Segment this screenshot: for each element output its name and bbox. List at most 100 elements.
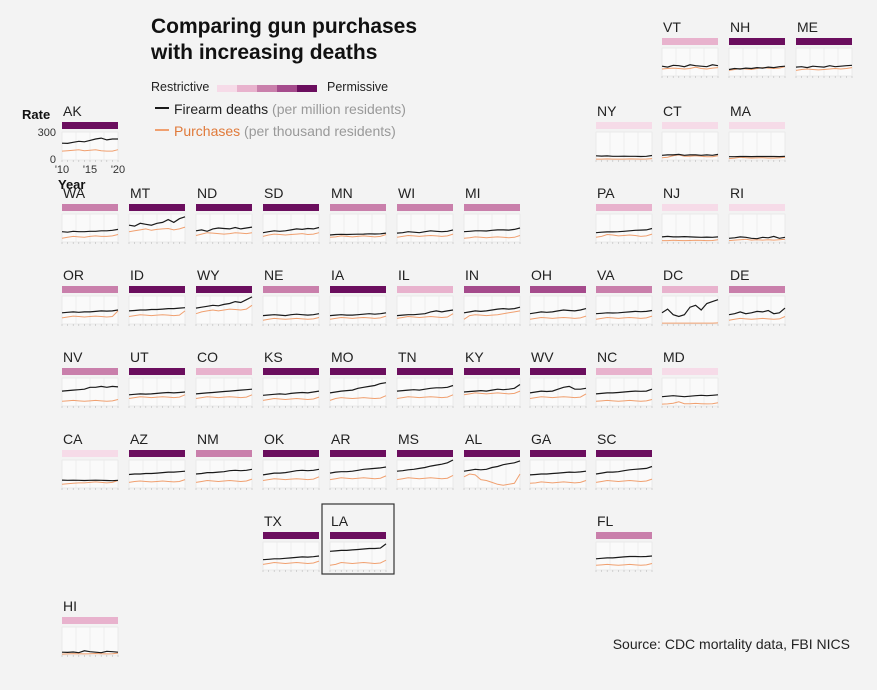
state-tile-nd[interactable]: ND xyxy=(195,185,253,244)
deaths-line xyxy=(329,382,387,394)
state-tile-me[interactable]: ME xyxy=(795,19,853,78)
purchases-line xyxy=(61,234,119,239)
state-tile-ky[interactable]: KY xyxy=(463,349,521,408)
state-tile-mo[interactable]: MO xyxy=(329,349,387,408)
x-tick-label: '20 xyxy=(111,164,125,176)
purchases-line xyxy=(795,67,853,71)
state-tile-nm[interactable]: NM xyxy=(195,431,253,490)
legend-permissive-label: Permissive xyxy=(327,80,389,94)
state-tile-hi[interactable]: HI xyxy=(61,598,119,657)
legend-restrictive-label: Restrictive xyxy=(151,80,210,94)
restrictiveness-bar xyxy=(596,122,652,129)
state-tile-wy[interactable]: WY xyxy=(195,267,253,326)
state-tile-tn[interactable]: TN xyxy=(396,349,454,408)
state-tile-va[interactable]: VA xyxy=(595,267,653,326)
purchases-line xyxy=(396,233,454,238)
restrictiveness-bar xyxy=(129,204,185,211)
state-label: TX xyxy=(264,513,283,529)
state-tile-ak[interactable]: AK Rate 300 0'10 '15 '20 Year xyxy=(22,103,125,192)
state-label: FL xyxy=(597,513,614,529)
state-tile-id[interactable]: ID xyxy=(128,267,186,326)
state-tile-ny[interactable]: NY xyxy=(595,103,653,162)
state-tile-ut[interactable]: UT xyxy=(128,349,186,408)
legend-deaths-label: Firearm deaths xyxy=(174,101,269,117)
restrictiveness-bar xyxy=(330,204,386,211)
state-tile-ma[interactable]: MA xyxy=(728,103,786,162)
state-tile-ia[interactable]: IA xyxy=(329,267,387,326)
deaths-line xyxy=(463,384,521,393)
state-tile-mn[interactable]: MN xyxy=(329,185,387,244)
state-label: NH xyxy=(730,19,750,35)
state-tile-il[interactable]: IL xyxy=(396,267,454,326)
purchases-line xyxy=(595,563,653,566)
purchases-line xyxy=(463,390,521,396)
deaths-line xyxy=(128,307,186,312)
state-label: CT xyxy=(663,103,682,119)
state-tile-ar[interactable]: AR xyxy=(329,431,387,490)
purchases-line xyxy=(661,401,719,405)
restrictiveness-bar xyxy=(62,122,118,129)
state-tile-dc[interactable]: DC xyxy=(661,267,719,326)
state-label: NJ xyxy=(663,185,680,201)
state-label: KS xyxy=(264,349,283,365)
state-tile-ri[interactable]: RI xyxy=(728,185,786,244)
state-tile-tx[interactable]: TX xyxy=(262,513,320,572)
deaths-line xyxy=(595,465,653,475)
state-tile-nh[interactable]: NH xyxy=(728,19,786,78)
restrictiveness-bar xyxy=(196,368,252,375)
state-tile-nj[interactable]: NJ xyxy=(661,185,719,244)
state-tile-wi[interactable]: WI xyxy=(396,185,454,244)
state-tile-la[interactable]: LA xyxy=(321,503,395,575)
deaths-line xyxy=(262,226,320,234)
state-label: WA xyxy=(63,185,86,201)
state-tile-in[interactable]: IN xyxy=(463,267,521,326)
state-tile-ks[interactable]: KS xyxy=(262,349,320,408)
state-tile-az[interactable]: AZ xyxy=(128,431,186,490)
state-tile-ga[interactable]: GA xyxy=(529,431,587,490)
restrictiveness-bar xyxy=(397,450,453,457)
state-label: AK xyxy=(63,103,82,119)
state-tile-oh[interactable]: OH xyxy=(529,267,587,326)
restrictiveness-bar xyxy=(596,450,652,457)
restrictiveness-bar xyxy=(129,450,185,457)
state-label: ID xyxy=(130,267,144,283)
restrictiveness-bar xyxy=(330,532,386,539)
purchases-line xyxy=(529,480,587,484)
restrictiveness-bar xyxy=(596,286,652,293)
purchases-line xyxy=(262,317,320,321)
state-tile-or[interactable]: OR xyxy=(61,267,119,326)
y-axis-title: Rate xyxy=(22,107,50,122)
state-tile-ca[interactable]: CA xyxy=(61,431,119,490)
state-tile-co[interactable]: CO xyxy=(195,349,253,408)
y-tick-label: 300 xyxy=(38,127,56,139)
deaths-line xyxy=(396,384,454,392)
state-tile-al[interactable]: AL xyxy=(463,431,521,490)
state-label: MO xyxy=(331,349,354,365)
state-tile-mi[interactable]: MI xyxy=(463,185,521,244)
state-tile-md[interactable]: MD xyxy=(661,349,719,408)
state-tile-pa[interactable]: PA xyxy=(595,185,653,244)
state-tile-vt[interactable]: VT xyxy=(661,19,719,78)
state-label: WY xyxy=(197,267,220,283)
state-tile-mt[interactable]: MT xyxy=(128,185,186,244)
state-tile-wv[interactable]: WV xyxy=(529,349,587,408)
state-label: MI xyxy=(465,185,481,201)
deaths-line xyxy=(195,468,253,475)
state-tile-ne[interactable]: NE xyxy=(262,267,320,326)
state-tile-nc[interactable]: NC xyxy=(595,349,653,408)
purchases-line xyxy=(262,396,320,401)
state-label: VT xyxy=(663,19,681,35)
state-tile-nv[interactable]: NV xyxy=(61,349,119,408)
state-tile-wa[interactable]: WA xyxy=(61,185,119,244)
state-tile-ok[interactable]: OK xyxy=(262,431,320,490)
restrictiveness-bar xyxy=(62,204,118,211)
state-tile-ct[interactable]: CT xyxy=(661,103,719,162)
state-label: HI xyxy=(63,598,77,614)
purchases-line xyxy=(329,559,387,566)
state-tile-ms[interactable]: MS xyxy=(396,431,454,490)
state-tile-de[interactable]: DE xyxy=(728,267,786,326)
state-tile-sc[interactable]: SC xyxy=(595,431,653,490)
state-tile-sd[interactable]: SD xyxy=(262,185,320,244)
state-tile-fl[interactable]: FL xyxy=(595,513,653,572)
legend-purchases-unit: (per thousand residents) xyxy=(244,123,396,139)
